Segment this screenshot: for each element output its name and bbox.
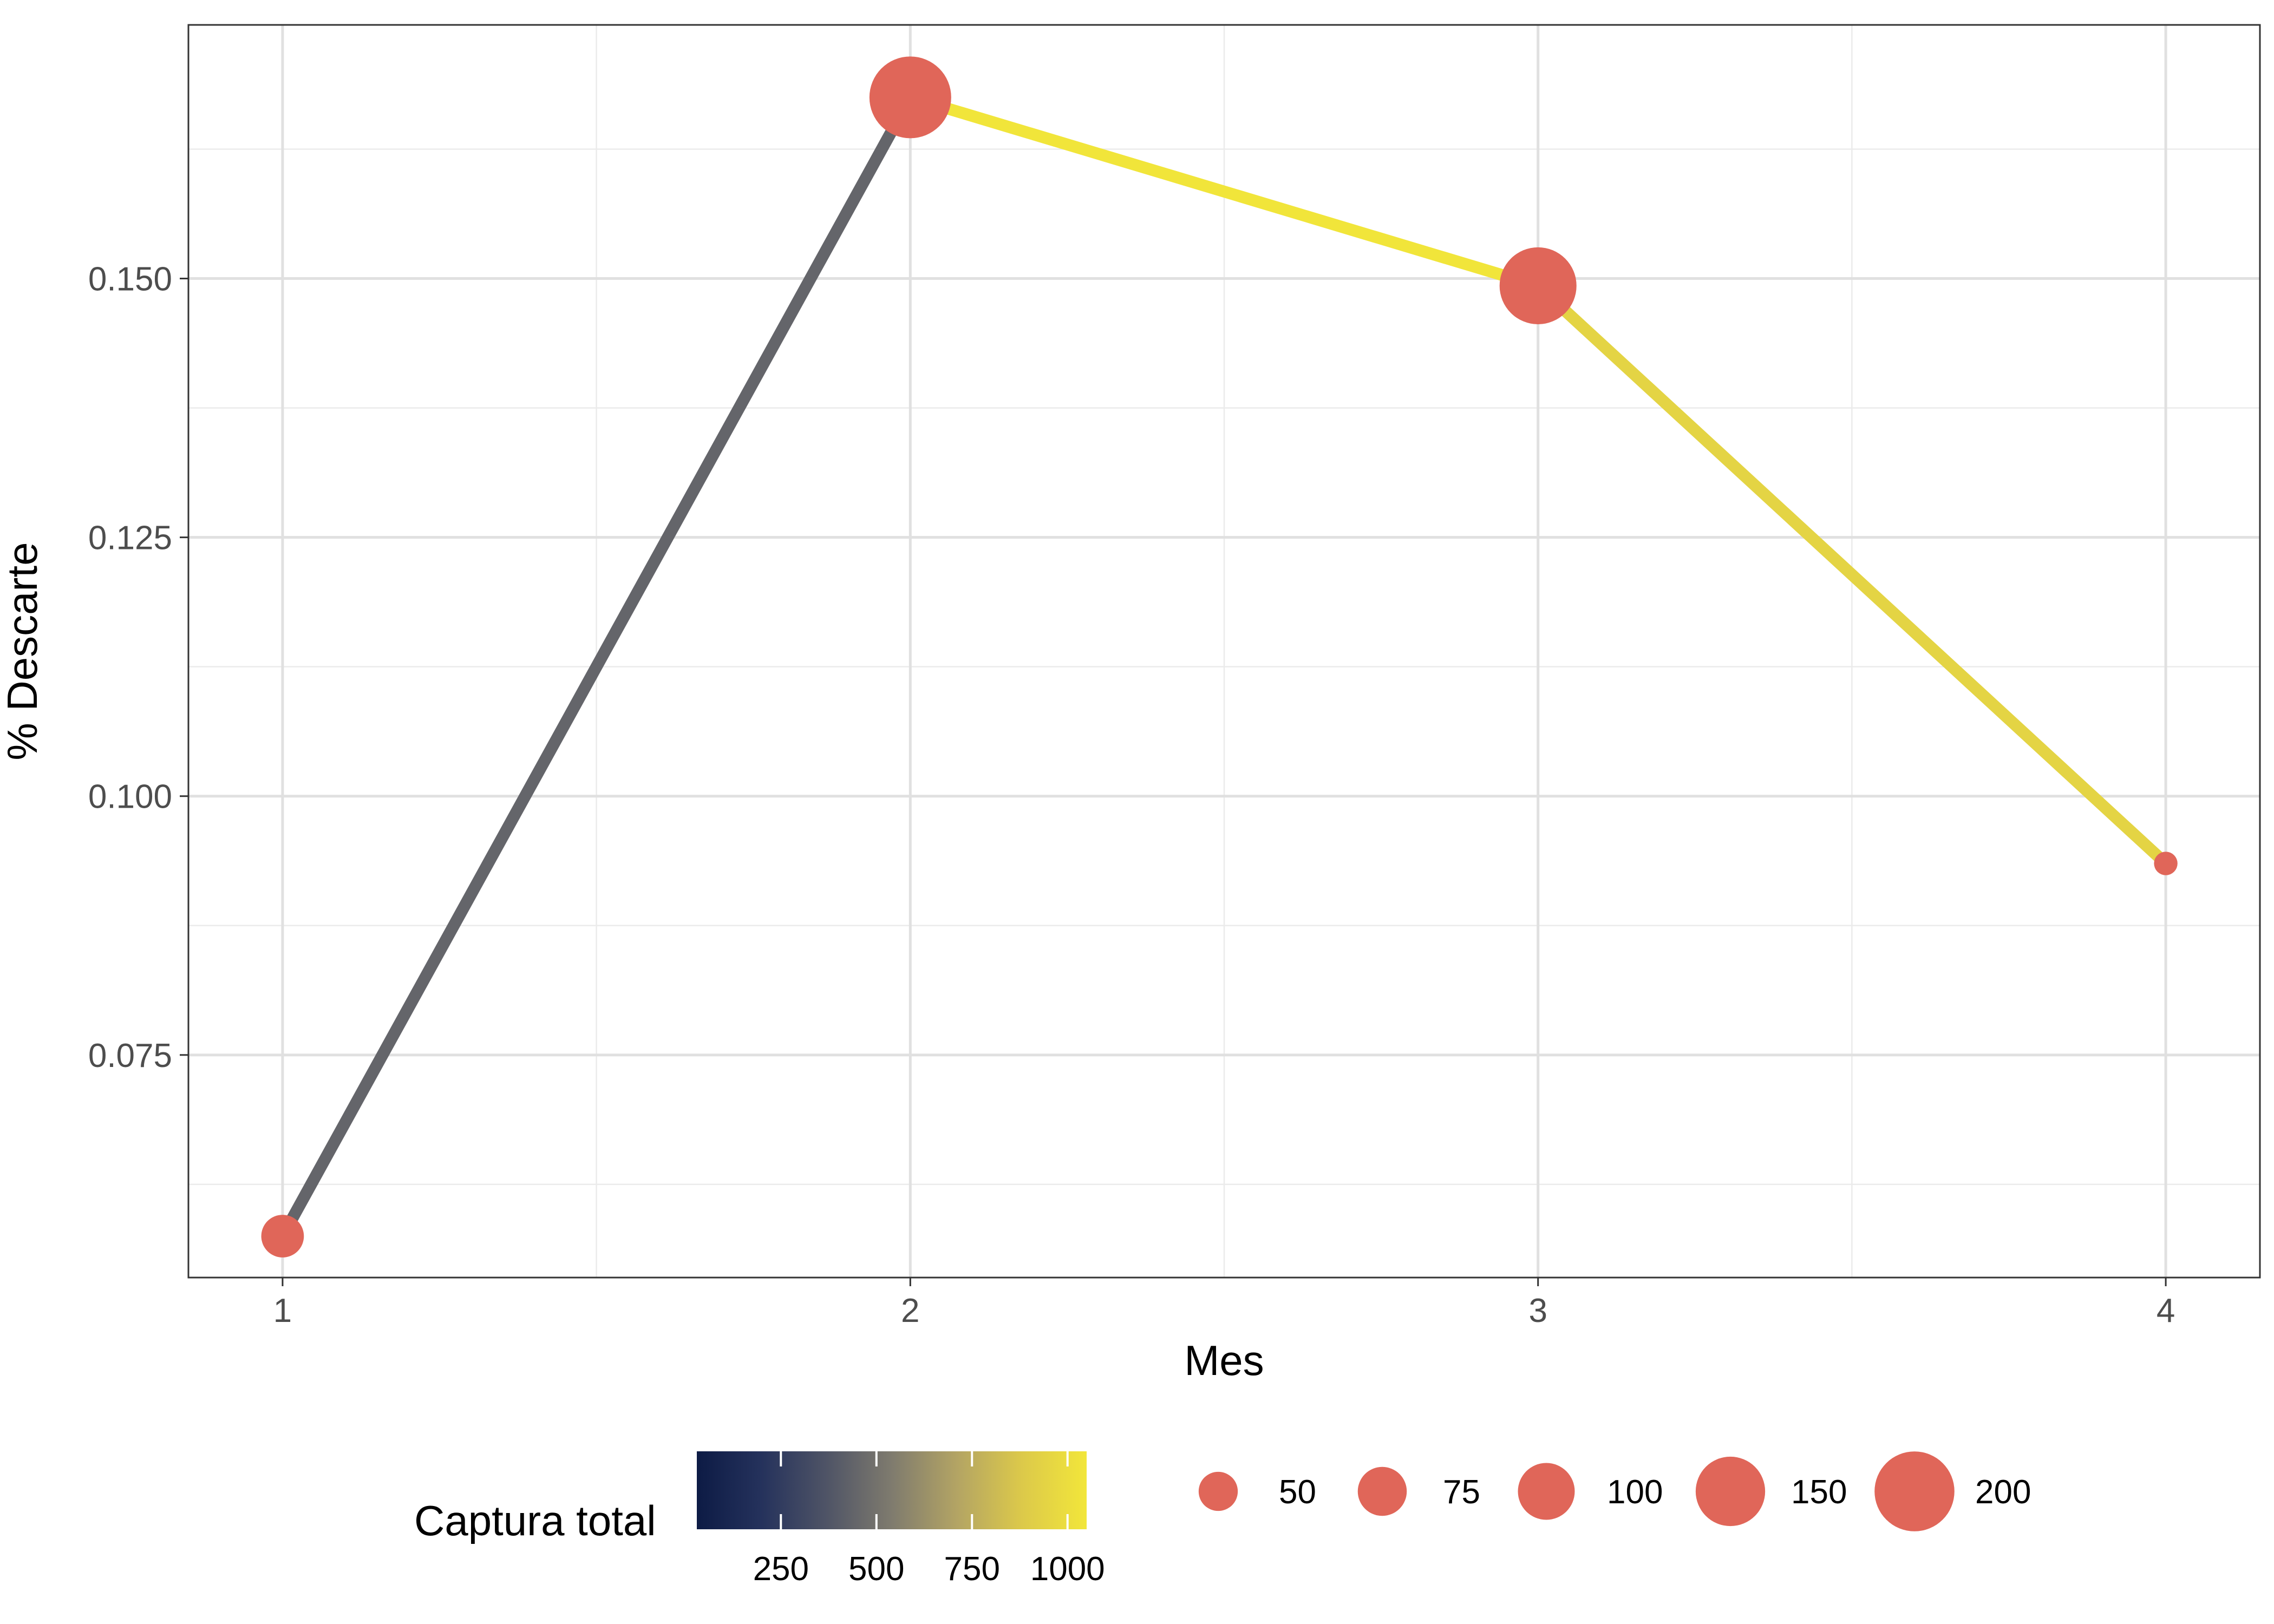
x-axis-title: Mes [1184, 1337, 1264, 1384]
data-point-2 [869, 56, 951, 139]
x-tick-label: 1 [273, 1292, 292, 1330]
data-point-4 [2154, 852, 2178, 875]
colorbar [697, 1451, 1087, 1529]
axes: 1 2 3 4 0.075 0.100 0.125 0.150 [88, 261, 2175, 1330]
size-legend-key-75 [1357, 1466, 1407, 1516]
color-legend-title: Captura total [414, 1497, 656, 1544]
x-tick-label: 2 [901, 1292, 919, 1330]
data-point-3 [1499, 247, 1577, 324]
size-legend-key-50 [1198, 1471, 1238, 1511]
plot-panel-border [187, 24, 2261, 1279]
size-legend-key-100 [1518, 1463, 1575, 1520]
x-tick-label: 3 [1528, 1292, 1547, 1330]
size-legend-label: 200 [1975, 1474, 2031, 1511]
y-tick-label: 0.125 [88, 520, 172, 557]
size-legend-key-200 [1874, 1451, 1955, 1531]
line-segment-1 [277, 94, 916, 1239]
series-points [261, 56, 2178, 1258]
y-tick-label: 0.150 [88, 261, 172, 298]
data-point-1 [261, 1215, 304, 1258]
size-legend: 50 75 100 150 200 [1198, 1451, 2031, 1531]
size-legend-label: 75 [1443, 1474, 1480, 1511]
line-segment-2 [909, 91, 1540, 292]
size-legend-label: 100 [1607, 1474, 1663, 1511]
size-legend-label: 50 [1279, 1474, 1316, 1511]
series-line [277, 91, 2170, 1239]
y-tick-label: 0.075 [88, 1037, 172, 1075]
colorbar-tick-label: 500 [848, 1550, 904, 1588]
colorbar-tick-label: 750 [944, 1550, 1000, 1588]
y-tick-label: 0.100 [88, 778, 172, 816]
y-axis-title: % Descarte [0, 542, 46, 760]
legend: Captura total 250 500 750 1000 50 75 100 150 20… [414, 1451, 2031, 1588]
size-legend-label: 150 [1791, 1474, 1847, 1511]
x-tick-label: 4 [2157, 1292, 2175, 1330]
size-legend-key-150 [1695, 1456, 1766, 1527]
grid [188, 25, 2260, 1278]
colorbar-ticks: 250 500 750 1000 [753, 1451, 1105, 1588]
colorbar-tick-label: 1000 [1030, 1550, 1105, 1588]
line-segment-3 [1534, 281, 2170, 868]
colorbar-tick-label: 250 [753, 1550, 809, 1588]
